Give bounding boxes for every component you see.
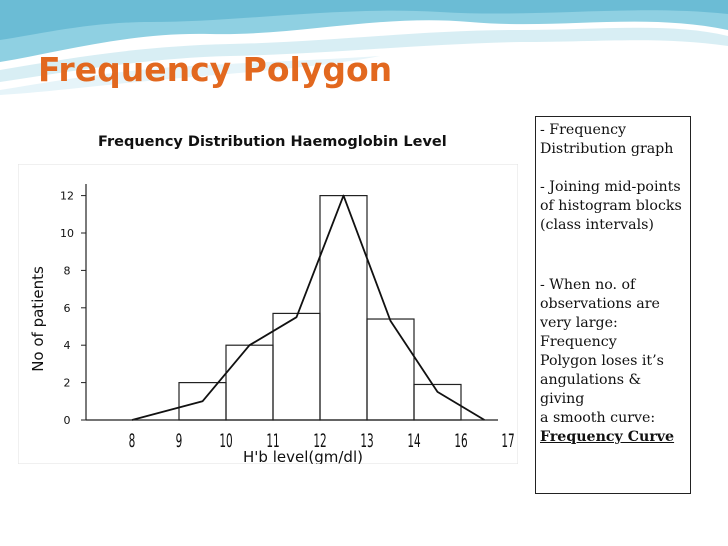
x-tick-label: 16 [454, 430, 467, 452]
slide-title: Frequency Polygon [38, 50, 393, 89]
note-line: very large: [540, 315, 618, 331]
chart-frame [18, 164, 518, 464]
note-line: (class intervals) [540, 217, 654, 233]
x-tick-label: 13 [360, 430, 373, 452]
note-line: observations are [540, 296, 660, 312]
y-tick-label: 8 [64, 264, 71, 277]
x-tick-label: 17 [501, 430, 514, 452]
x-axis-label: H'b level(gm/dl) [243, 448, 363, 464]
note-line: a smooth curve: [540, 410, 656, 426]
note-line: - When no. of [540, 277, 636, 293]
note-line: angulations & [540, 372, 642, 388]
y-tick-label: 4 [64, 339, 71, 352]
y-tick-label: 10 [60, 227, 74, 240]
x-tick-label: 8 [129, 430, 136, 452]
note-line: Polygon loses it’s [540, 353, 664, 369]
chart-title: Frequency Distribution Haemoglobin Level [98, 134, 447, 150]
x-tick-label: 9 [176, 430, 183, 452]
note-line: - Frequency [540, 122, 627, 138]
note-line: - Joining mid-points [540, 179, 681, 195]
note-line: of histogram blocks [540, 198, 682, 214]
note-line: Frequency [540, 334, 617, 350]
x-tick-label: 12 [313, 430, 326, 452]
x-tick-label: 11 [266, 430, 279, 452]
note-line: giving [540, 391, 585, 407]
notes-box: - Frequency Distribution graph - Joining… [535, 116, 691, 494]
x-tick-label: 14 [407, 430, 420, 452]
y-tick-label: 12 [60, 190, 74, 203]
note-line: Distribution graph [540, 141, 674, 157]
y-tick-label: 6 [64, 302, 71, 315]
y-tick-label: 0 [64, 414, 71, 427]
axis-layer: 0 2 4 6 8 10 12 8 9 10 11 12 13 14 16 17 [60, 184, 515, 452]
histogram-chart: 0 2 4 6 8 10 12 8 9 10 11 12 13 14 16 17 No of patients… [18, 164, 518, 464]
water-banner-decoration [0, 0, 728, 95]
x-tick-label: 10 [219, 430, 232, 452]
y-tick-label: 2 [64, 377, 71, 390]
y-axis-label: No of patients [29, 266, 47, 372]
frequency-polygon-line [131, 194, 485, 421]
frequency-curve-emphasis: Frequency Curve [540, 429, 675, 445]
